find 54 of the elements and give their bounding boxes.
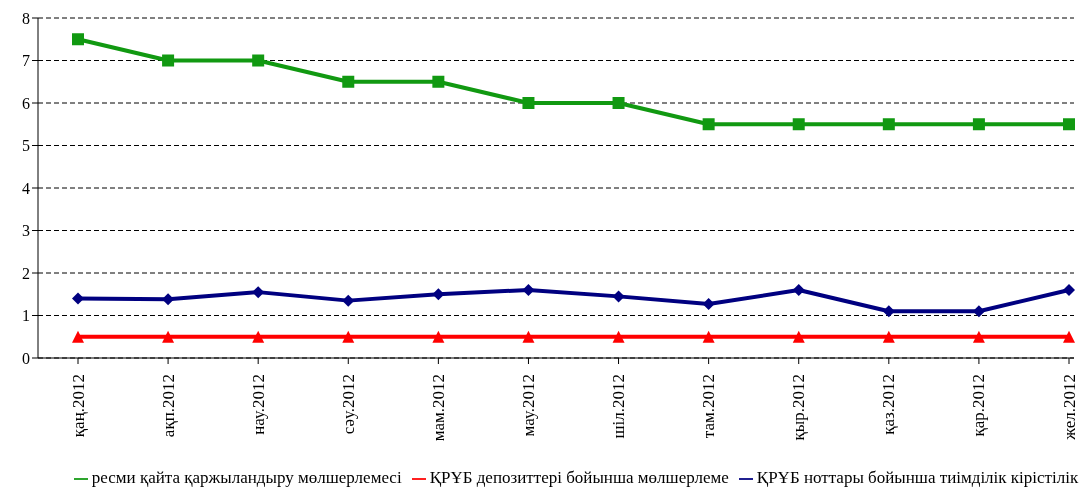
point: [522, 97, 535, 109]
point: [702, 330, 715, 343]
y-tick-label: 6: [22, 94, 30, 112]
x-tick-label: мам.2012: [428, 374, 448, 442]
legend-label: ҚРҰБ ноттары бойынша тиімділік кірістілік: [756, 468, 1079, 487]
point: [72, 292, 84, 305]
point: [792, 118, 805, 131]
x-tick-label: мау.2012: [518, 374, 538, 437]
point: [432, 330, 445, 343]
point: [522, 330, 535, 343]
y-tick-label: 3: [22, 222, 30, 240]
y-tick-label: 0: [22, 349, 30, 367]
point: [612, 330, 625, 343]
x-tick-label: жел.2012: [1059, 374, 1079, 441]
x-tick-label: қыр.2012: [789, 374, 809, 441]
point: [1063, 284, 1075, 296]
point: [972, 330, 985, 343]
point: [1063, 118, 1075, 131]
point: [882, 330, 895, 343]
y-tick-label: 4: [22, 179, 30, 197]
x-tick-label: нау.2012: [248, 374, 268, 435]
y-tick-label: 7: [22, 52, 30, 70]
x-tick-label: қар.2012: [969, 374, 989, 437]
point: [972, 118, 985, 131]
point: [342, 330, 355, 343]
legend-label: ресми қайта қаржыландыру мөлшерлемесі: [91, 468, 402, 487]
point: [162, 54, 175, 67]
point: [252, 330, 265, 343]
point: [612, 97, 625, 109]
x-tick-label: қаз.2012: [879, 374, 899, 435]
point: [702, 118, 715, 131]
point: [792, 330, 805, 343]
y-tick-label: 1: [22, 307, 30, 325]
point: [342, 75, 355, 88]
point: [72, 330, 84, 343]
point: [252, 54, 265, 67]
y-tick-label: 5: [22, 137, 30, 155]
point: [72, 33, 84, 46]
point: [882, 305, 895, 318]
y-tick-label: 2: [22, 264, 30, 282]
legend-label: ҚРҰБ депозиттері бойынша мөлшерлеме: [429, 468, 729, 487]
point: [702, 298, 715, 311]
y-tick-label: 8: [22, 9, 30, 27]
point: [162, 330, 175, 343]
x-tick-label: қаң.2012: [68, 374, 88, 438]
point: [1063, 330, 1075, 343]
point: [432, 75, 445, 88]
point: [792, 284, 805, 296]
point: [882, 118, 895, 131]
x-tick-label: ақп.2012: [158, 374, 178, 438]
x-tick-label: там.2012: [699, 374, 719, 439]
point: [522, 284, 535, 296]
x-tick-label: сәу.2012: [338, 374, 358, 435]
x-tick-label: шіл.2012: [609, 374, 629, 439]
